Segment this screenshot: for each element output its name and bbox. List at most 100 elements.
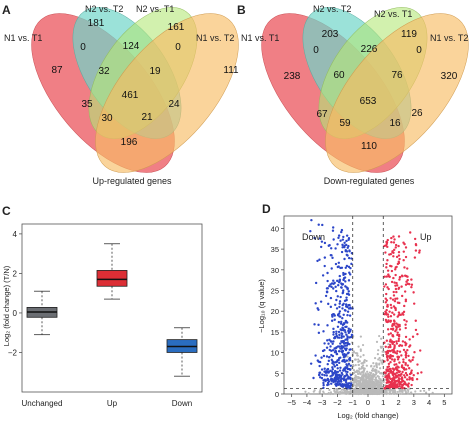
point-up [386,286,389,289]
point-down [333,347,336,350]
point-down [337,330,341,334]
point-ns [393,392,396,396]
point-up [412,291,415,294]
y-tick-label: 10 [271,349,279,358]
count-b-n1t1-n2t2: 0 [313,45,319,56]
point-down [345,347,348,350]
point-down [339,374,343,378]
point-ns [367,389,370,392]
point-down [345,363,348,366]
point-down [347,307,351,310]
point-up [397,377,401,380]
point-down [340,340,343,343]
point-down [338,274,341,278]
point-up [411,335,415,338]
point-down [337,350,341,353]
point-ns [378,367,382,370]
point-down [342,271,345,275]
point-ns [384,390,387,393]
point-down [344,272,347,276]
point-down [334,376,338,379]
point-up [402,310,406,314]
point-up [392,381,396,385]
point-down [340,332,343,335]
point-down [349,364,352,367]
point-up [404,255,408,259]
point-down [347,362,351,366]
venn-a [31,7,239,173]
point-up [384,350,388,354]
point-up [391,354,395,358]
point-down [343,375,346,379]
point-up [398,385,401,388]
point-ns [352,388,355,391]
point-down [333,365,337,368]
point-down [331,229,335,232]
point-down [339,239,342,242]
point-up [389,303,393,307]
point-down [331,373,335,376]
point-up [392,290,395,294]
point-up [418,249,421,252]
point-down [344,338,347,341]
point-up [396,349,399,353]
point-ns [419,389,422,393]
point-up [395,265,398,269]
point-down [335,360,338,364]
point-down [332,340,335,343]
point-up [397,339,400,343]
point-down [317,331,321,335]
point-ns [387,392,391,395]
y-tick-label: −2 [8,348,18,357]
point-down [344,266,347,270]
point-up [407,354,410,358]
point-ns [352,372,356,375]
point-ns [361,343,365,347]
point-up [395,255,399,259]
point-ns [340,388,343,391]
point-up [402,374,406,377]
point-ns [347,391,350,395]
point-up [392,235,395,238]
point-ns [361,377,364,380]
point-up [388,275,391,278]
point-up [398,381,402,384]
venn-b-label-n2t1: N2 vs. T1 [374,9,412,19]
point-down [345,344,349,347]
y-tick-label: 0 [13,309,18,318]
point-down [337,261,341,264]
point-ns [375,340,379,343]
point-up [405,378,409,381]
point-down [322,379,325,382]
point-down [343,368,346,372]
point-down [340,230,343,234]
point-ns [355,375,358,378]
x-tick-label: 2 [396,398,400,407]
point-up [415,377,419,381]
point-down [324,370,328,373]
venn-a-label-n1t2: N1 vs. T2 [196,33,234,43]
point-down [320,368,324,371]
point-down [322,383,325,387]
y-tick-label: 0 [275,390,279,399]
point-down [345,296,348,299]
point-down [332,238,335,241]
point-down [327,380,331,383]
point-up [391,250,394,253]
point-ns [356,354,359,357]
point-ns [378,362,381,365]
point-down [344,280,347,283]
point-up [386,320,389,324]
point-down [331,368,334,371]
point-down [341,327,345,330]
point-up [398,276,402,279]
point-down [331,256,334,260]
point-up [389,369,393,373]
point-up [392,351,395,354]
point-up [395,281,398,285]
point-up [413,350,416,354]
point-ns [377,349,380,352]
point-down [326,279,329,283]
point-up [401,340,405,343]
point-up [386,365,389,369]
